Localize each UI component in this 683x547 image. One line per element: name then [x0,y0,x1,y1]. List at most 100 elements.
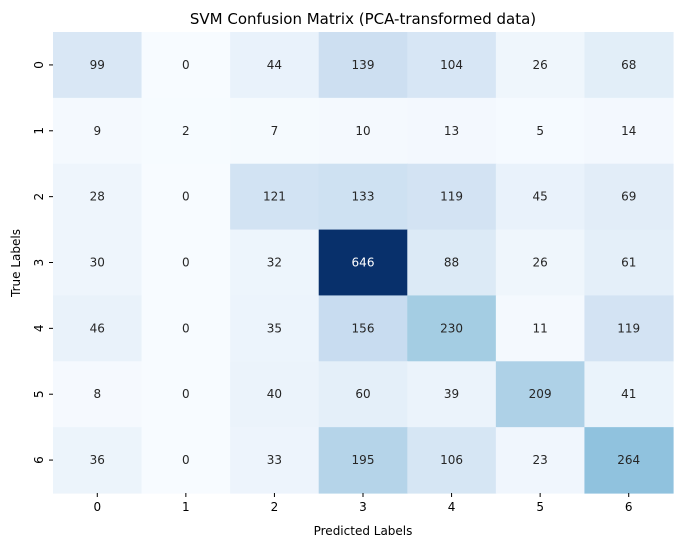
heatmap-cell-3-0 [53,229,143,297]
cell-value-5-4: 39 [444,387,459,401]
heatmap-cell-2-4 [407,163,497,231]
x-tick-label-3: 3 [359,500,367,514]
heatmap-cell-0-2 [230,32,320,99]
cell-value-3-3: 646 [352,256,375,270]
heatmap-cell-5-2 [230,361,320,428]
cell-value-3-5: 26 [532,256,547,270]
heatmap-cell-4-2 [230,295,320,362]
heatmap-cell-5-4 [407,361,497,428]
heatmap-cell-6-3 [318,427,408,494]
cell-value-5-5: 209 [529,387,552,401]
x-tick-label-4: 4 [448,500,456,514]
heatmap-cell-5-5 [495,361,586,428]
heatmap-cell-6-1 [141,427,231,494]
heatmap-cell-0-5 [495,32,586,99]
heatmap-cell-1-5 [495,97,586,165]
heatmap-cell-6-0 [53,427,143,494]
cell-value-4-5: 11 [532,321,547,335]
y-axis-ticks: 0 1 2 3 4 5 6 [32,61,53,464]
x-tick-label-1: 1 [182,500,190,514]
heatmap-cell-1-2 [230,97,320,165]
cell-value-1-6: 14 [621,124,636,138]
heatmap-cell-0-6 [584,32,674,99]
cell-value-1-1: 2 [182,124,190,138]
x-axis-ticks: 0 1 2 3 4 5 6 [93,493,633,514]
cell-value-6-1: 0 [182,453,190,467]
cell-value-6-4: 106 [440,453,463,467]
cell-value-5-2: 40 [267,387,282,401]
cell-value-3-4: 88 [444,256,459,270]
heatmap-cell-5-1 [141,361,231,428]
heatmap-cell-5-0 [53,361,143,428]
heatmap-cell-2-6 [584,163,674,231]
x-axis-label: Predicted Labels [314,524,413,538]
cell-value-6-3: 195 [352,453,375,467]
cell-value-6-5: 23 [532,453,547,467]
heatmap-cell-6-4 [407,427,497,494]
cell-value-2-3: 133 [352,190,375,204]
heatmap-cell-3-3 [318,229,408,297]
cell-value-2-0: 28 [90,190,105,204]
heatmap-cell-5-6 [584,361,674,428]
heatmap-cell-6-6 [584,427,674,494]
cell-value-3-0: 30 [90,256,105,270]
cell-value-1-0: 9 [93,124,101,138]
heatmap-cell-0-1 [141,32,231,99]
y-tick-label-3: 3 [32,259,46,267]
cell-value-6-6: 264 [617,453,640,467]
heatmap-cell-2-5 [495,163,586,231]
cell-value-4-4: 230 [440,321,463,335]
cell-value-5-1: 0 [182,387,190,401]
heatmap-cell-4-6 [584,295,674,362]
cell-value-2-5: 45 [532,190,547,204]
heatmap-cell-4-0 [53,295,143,362]
heatmap-cell-4-4 [407,295,497,362]
cell-value-0-1: 0 [182,58,190,72]
heatmap-cell-6-2 [230,427,320,494]
cell-value-0-4: 104 [440,58,463,72]
heatmap-cell-6-5 [495,427,586,494]
cell-value-1-3: 10 [355,124,370,138]
heatmap-cell-1-4 [407,97,497,165]
cell-value-4-6: 119 [617,321,640,335]
cell-value-2-4: 119 [440,190,463,204]
heatmap-cell-3-5 [495,229,586,297]
heatmap-cell-3-4 [407,229,497,297]
cell-value-3-2: 32 [267,256,282,270]
cell-value-2-2: 121 [263,190,286,204]
heatmap-cell-0-4 [407,32,497,99]
cell-value-4-2: 35 [267,321,282,335]
heatmap-cell-5-3 [318,361,408,428]
cell-value-2-6: 69 [621,190,636,204]
heatmap-cell-4-1 [141,295,231,362]
heatmap-cell-0-3 [318,32,408,99]
cell-value-4-3: 156 [352,321,375,335]
cell-annotations: 99 0 44 139 104 26 68 9 2 7 10 13 5 14 28 0 121 133 119 45 6… [90,58,641,467]
y-tick-label-6: 6 [32,456,46,464]
heatmap-cell-2-3 [318,163,408,231]
heatmap-cell-2-1 [141,163,231,231]
cell-value-6-2: 33 [267,453,282,467]
heatmap-cell-3-1 [141,229,231,297]
cell-value-5-6: 41 [621,387,636,401]
heatmap-cells [53,32,674,494]
x-tick-label-6: 6 [625,500,633,514]
cell-value-3-1: 0 [182,256,190,270]
heatmap-cell-1-0 [53,97,143,165]
heatmap-cell-1-6 [584,97,674,165]
cell-value-0-6: 68 [621,58,636,72]
cell-value-0-3: 139 [352,58,375,72]
y-tick-label-1: 1 [32,127,46,135]
heatmap-cell-3-2 [230,229,320,297]
cell-value-5-3: 60 [355,387,370,401]
x-tick-label-2: 2 [271,500,279,514]
cell-value-4-1: 0 [182,321,190,335]
y-tick-label-4: 4 [32,325,46,333]
cell-value-6-0: 36 [90,453,105,467]
cell-value-0-0: 99 [90,58,105,72]
cell-value-1-4: 13 [444,124,459,138]
x-tick-label-5: 5 [536,500,544,514]
y-tick-label-5: 5 [32,390,46,398]
heatmap-cell-3-6 [584,229,674,297]
